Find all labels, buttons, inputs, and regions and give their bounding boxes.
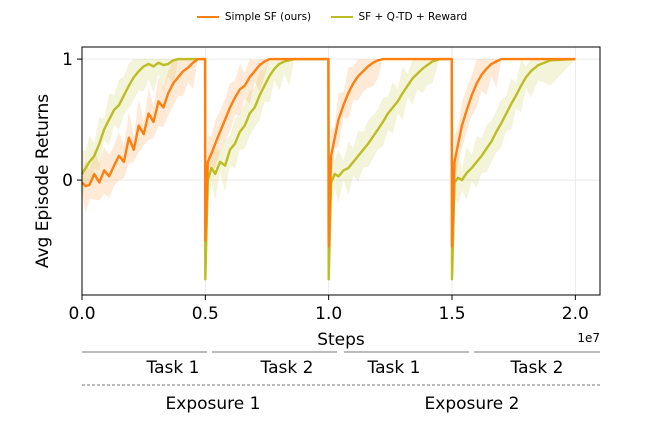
legend-label-sf-qtd: SF + Q-TD + Reward — [358, 10, 468, 23]
legend: Simple SF (ours) SF + Q-TD + Reward — [0, 9, 664, 23]
y-tick-label-0: 0 — [62, 171, 73, 191]
x-axis-label: Steps — [317, 330, 365, 350]
x-offset-label: 1e7 — [577, 331, 600, 345]
legend-swatch-simple-sf — [196, 15, 219, 18]
series-line-0 — [81, 57, 576, 248]
x-tick-label-4: 2.0 — [562, 304, 589, 324]
x-tick-label-1: 0.5 — [192, 304, 219, 324]
y-axis-label: Avg Episode Returns — [33, 94, 53, 268]
legend-item-simple-sf: Simple SF (ours) — [196, 10, 312, 23]
x-tick-label-3: 1.5 — [438, 304, 465, 324]
plot-frame — [81, 46, 601, 296]
legend-swatch-sf-qtd — [330, 15, 353, 18]
exposure-label-2: Exposure 2 — [424, 394, 520, 414]
task-label-1: Task 1 — [146, 358, 200, 378]
x-tick-label-2: 1.0 — [315, 304, 342, 324]
task-label-4: Task 2 — [510, 358, 564, 378]
x-tick-label-0: 0.0 — [68, 304, 95, 324]
legend-item-sf-qtd: SF + Q-TD + Reward — [330, 10, 468, 23]
task-label-2: Task 2 — [260, 358, 314, 378]
exposure-label-1: Exposure 1 — [165, 394, 261, 414]
task-label-3: Task 1 — [367, 358, 421, 378]
legend-label-simple-sf: Simple SF (ours) — [224, 10, 312, 23]
y-tick-label-1: 1 — [62, 50, 73, 70]
